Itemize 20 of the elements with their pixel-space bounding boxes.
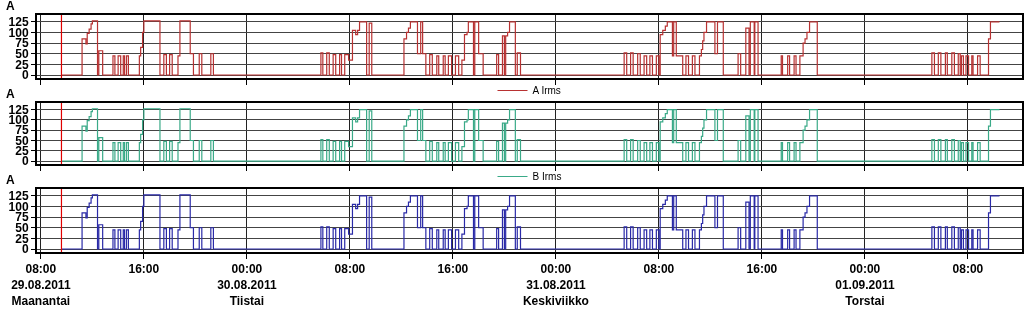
y-tick-label: 50 — [15, 46, 29, 61]
y-tick-label: 0 — [21, 242, 29, 257]
y-axis-title: A — [6, 87, 15, 101]
x-tick-label: 08:00 — [952, 262, 984, 277]
y-tick-label: 0 — [21, 154, 29, 169]
x-tick-label: 08:00 — [643, 262, 675, 277]
x-tick-label: 00:00 31.08.2011 Keskiviikko — [522, 262, 589, 308]
legend-label: A Irms — [532, 85, 561, 97]
y-axis-title: A — [6, 173, 15, 187]
x-tick-label: 00:00 30.08.2011 Tiistai — [217, 262, 277, 308]
y-axis-title: A — [6, 0, 15, 13]
x-tick-label: 00:00 01.09.2011 Torstai — [835, 262, 895, 308]
y-tick-label: 50 — [15, 220, 29, 235]
x-tick-label: 16:00 — [437, 262, 469, 277]
x-tick-label: 16:00 — [746, 262, 778, 277]
x-tick-label: 08:00 — [334, 262, 366, 277]
x-tick-label: 08:00 29.08.2011 Maanantai — [11, 262, 71, 308]
legend-label: B Irms — [532, 171, 562, 183]
x-tick-label: 16:00 — [128, 262, 160, 277]
y-tick-label: 0 — [21, 68, 29, 83]
